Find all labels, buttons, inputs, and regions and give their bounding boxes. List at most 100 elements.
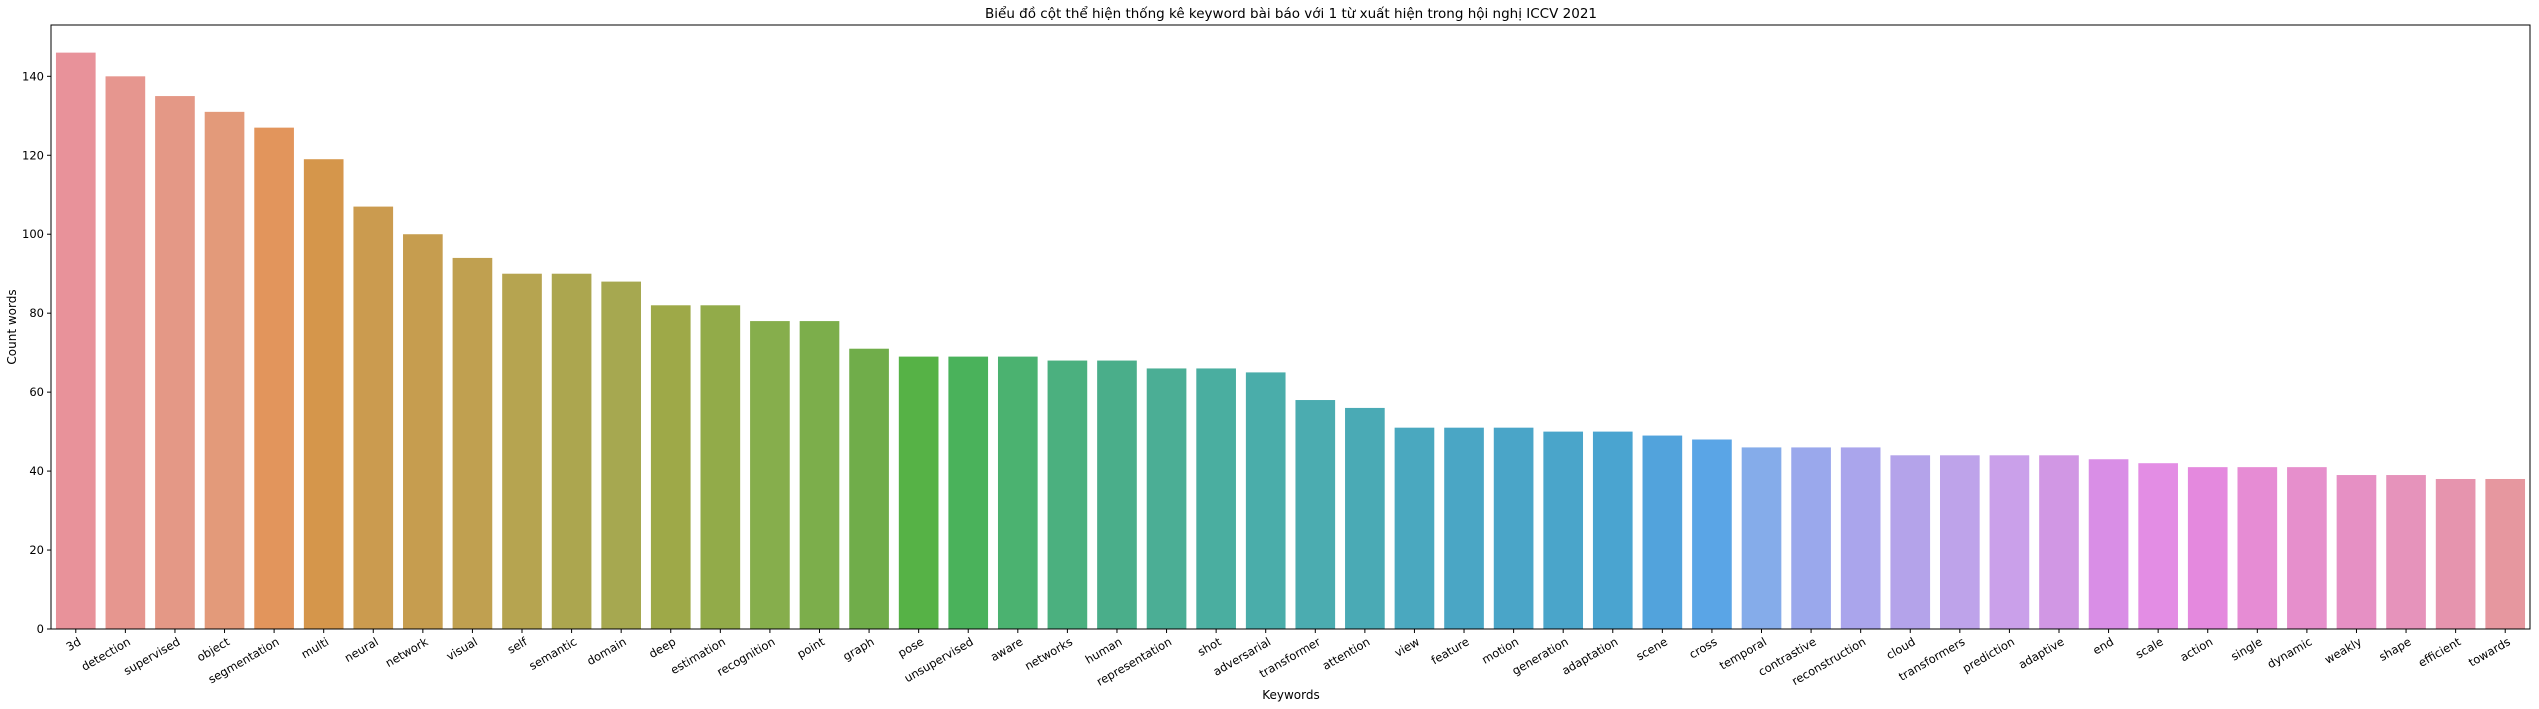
y-tick-label: 0 <box>37 622 44 636</box>
bar-reconstruction <box>1840 447 1881 629</box>
bar-attention <box>1345 407 1385 629</box>
y-axis-label: Count words <box>5 289 19 364</box>
bar-point <box>799 321 840 629</box>
x-tick-label: dynamic <box>2265 634 2315 671</box>
bar-network <box>403 234 443 630</box>
bar-supervised <box>155 96 195 629</box>
x-tick-label: self <box>505 634 530 657</box>
bar-aware <box>997 356 1038 629</box>
bar-temporal <box>1741 447 1782 629</box>
x-tick-label: feature <box>1429 634 1472 667</box>
bar-recognition <box>750 321 790 629</box>
bar-domain <box>601 281 641 629</box>
bar-transformer <box>1295 400 1336 629</box>
bar-deep <box>650 305 691 629</box>
bar-transformers <box>1940 455 1980 629</box>
plot-frame <box>50 24 2531 630</box>
bar-shot <box>1196 368 1236 629</box>
bar-pose <box>898 356 939 629</box>
x-tick-label: deep <box>646 634 678 660</box>
x-tick-label: efficient <box>2416 634 2464 670</box>
bar-motion <box>1493 427 1534 629</box>
x-tick-label: single <box>2228 634 2264 663</box>
x-tick-label: networks <box>1022 634 1075 672</box>
y-tick-label: 60 <box>29 385 44 399</box>
x-tick-label: cloud <box>1884 634 1918 662</box>
x-tick-label: network <box>383 634 431 670</box>
bar-efficient <box>2435 478 2476 629</box>
x-tick-label: towards <box>2466 634 2513 669</box>
bar-scale <box>2138 463 2178 629</box>
bar-contrastive <box>1791 447 1831 629</box>
y-tick-label: 20 <box>29 543 44 557</box>
bar-view <box>1394 427 1435 629</box>
bar-dynamic <box>2287 467 2327 629</box>
x-tick-label: action <box>2178 634 2216 664</box>
bar-generation <box>1543 431 1584 629</box>
bar-adversarial <box>1245 372 1286 629</box>
bar-segmentation <box>254 127 294 629</box>
bar-scene <box>1642 435 1683 629</box>
bar-neural <box>353 206 394 629</box>
x-tick-label: visual <box>444 634 480 663</box>
x-tick-label: graph <box>840 634 876 663</box>
x-tick-label: cross <box>1687 634 1720 661</box>
bar-3d <box>55 52 96 629</box>
x-tick-label: view <box>1392 634 1422 659</box>
x-tick-label: scene <box>1634 634 1670 663</box>
bar-self <box>502 273 542 629</box>
bar-cross <box>1692 439 1732 629</box>
x-tick-label: 3d <box>64 634 84 653</box>
x-tick-label: pose <box>895 634 926 660</box>
bar-adaptive <box>2039 455 2079 629</box>
bar-towards <box>2485 478 2526 629</box>
x-tick-label: point <box>795 634 828 661</box>
bar-unsupervised <box>948 356 989 629</box>
x-tick-label: multi <box>299 634 331 661</box>
x-tick-label: prediction <box>1960 634 2017 675</box>
bar-single <box>2237 467 2278 629</box>
x-tick-label: attention <box>1320 634 1372 672</box>
bar-shape <box>2386 475 2426 629</box>
bar-visual <box>452 257 493 629</box>
bar-cloud <box>1890 455 1931 629</box>
x-tick-label: object <box>194 634 232 664</box>
x-tick-label: end <box>2090 634 2116 657</box>
bar-prediction <box>1989 455 2030 629</box>
x-tick-label: scale <box>2133 634 2166 661</box>
x-tick-label: adaptation <box>1559 634 1620 677</box>
bar-weakly <box>2336 475 2377 629</box>
x-tick-label: shape <box>2376 634 2413 663</box>
bar-adaptation <box>1592 431 1633 629</box>
bar-human <box>1097 360 1137 629</box>
bar-end <box>2088 459 2129 629</box>
bar-detection <box>105 76 146 629</box>
y-tick-label: 40 <box>29 464 44 478</box>
x-tick-label: shot <box>1195 634 1224 659</box>
bar-networks <box>1047 360 1088 629</box>
bar-semantic <box>551 273 592 629</box>
x-tick-label: supervised <box>121 634 182 678</box>
bar-graph <box>849 348 889 629</box>
y-tick-label: 120 <box>22 148 44 162</box>
bar-multi <box>303 159 344 629</box>
x-tick-label: domain <box>584 634 628 668</box>
chart-title: Biểu đồ cột thể hiện thống kê keyword bà… <box>985 5 1597 22</box>
y-tick-label: 140 <box>22 69 44 83</box>
x-tick-label: adaptive <box>2016 634 2067 671</box>
y-axis-ticks: 0 20 40 60 80 100 120 140 <box>22 69 51 636</box>
bars-layer <box>55 52 2526 630</box>
x-tick-label: semantic <box>527 634 580 672</box>
bar-feature <box>1444 427 1484 629</box>
y-tick-label: 100 <box>22 227 44 241</box>
x-axis-label: Keywords <box>1262 688 1320 702</box>
bar-estimation <box>700 305 741 629</box>
bar-object <box>204 111 245 630</box>
y-tick-label: 80 <box>29 306 44 320</box>
x-tick-label: aware <box>988 634 1025 664</box>
x-tick-label: weakly <box>2322 634 2364 666</box>
x-tick-label: neural <box>342 634 381 664</box>
bar-representation <box>1146 368 1187 629</box>
